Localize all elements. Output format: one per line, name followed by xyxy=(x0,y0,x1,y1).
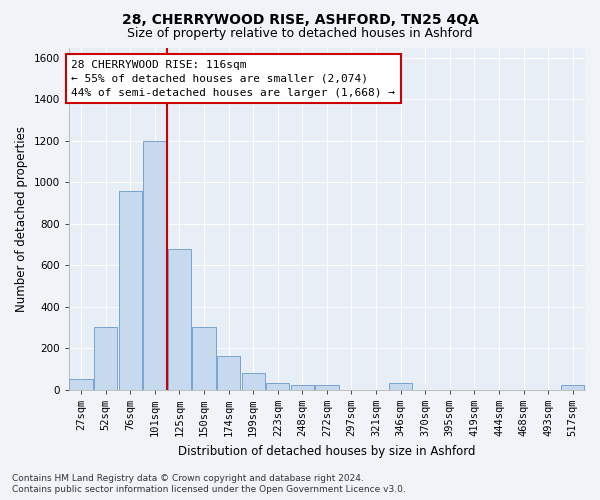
Text: 28 CHERRYWOOD RISE: 116sqm
← 55% of detached houses are smaller (2,074)
44% of s: 28 CHERRYWOOD RISE: 116sqm ← 55% of deta… xyxy=(71,60,395,98)
Bar xyxy=(242,373,265,390)
Bar xyxy=(217,356,240,390)
Bar xyxy=(143,141,167,390)
Bar xyxy=(193,328,215,390)
Bar xyxy=(70,380,93,390)
Bar xyxy=(561,386,584,390)
Bar xyxy=(168,248,191,390)
Text: Size of property relative to detached houses in Ashford: Size of property relative to detached ho… xyxy=(127,28,473,40)
Bar xyxy=(266,384,289,390)
Bar xyxy=(315,386,338,390)
Bar xyxy=(94,328,118,390)
X-axis label: Distribution of detached houses by size in Ashford: Distribution of detached houses by size … xyxy=(178,444,476,458)
Text: 28, CHERRYWOOD RISE, ASHFORD, TN25 4QA: 28, CHERRYWOOD RISE, ASHFORD, TN25 4QA xyxy=(122,12,478,26)
Text: Contains HM Land Registry data © Crown copyright and database right 2024.
Contai: Contains HM Land Registry data © Crown c… xyxy=(12,474,406,494)
Bar xyxy=(290,386,314,390)
Bar xyxy=(389,384,412,390)
Bar xyxy=(119,190,142,390)
Y-axis label: Number of detached properties: Number of detached properties xyxy=(15,126,28,312)
